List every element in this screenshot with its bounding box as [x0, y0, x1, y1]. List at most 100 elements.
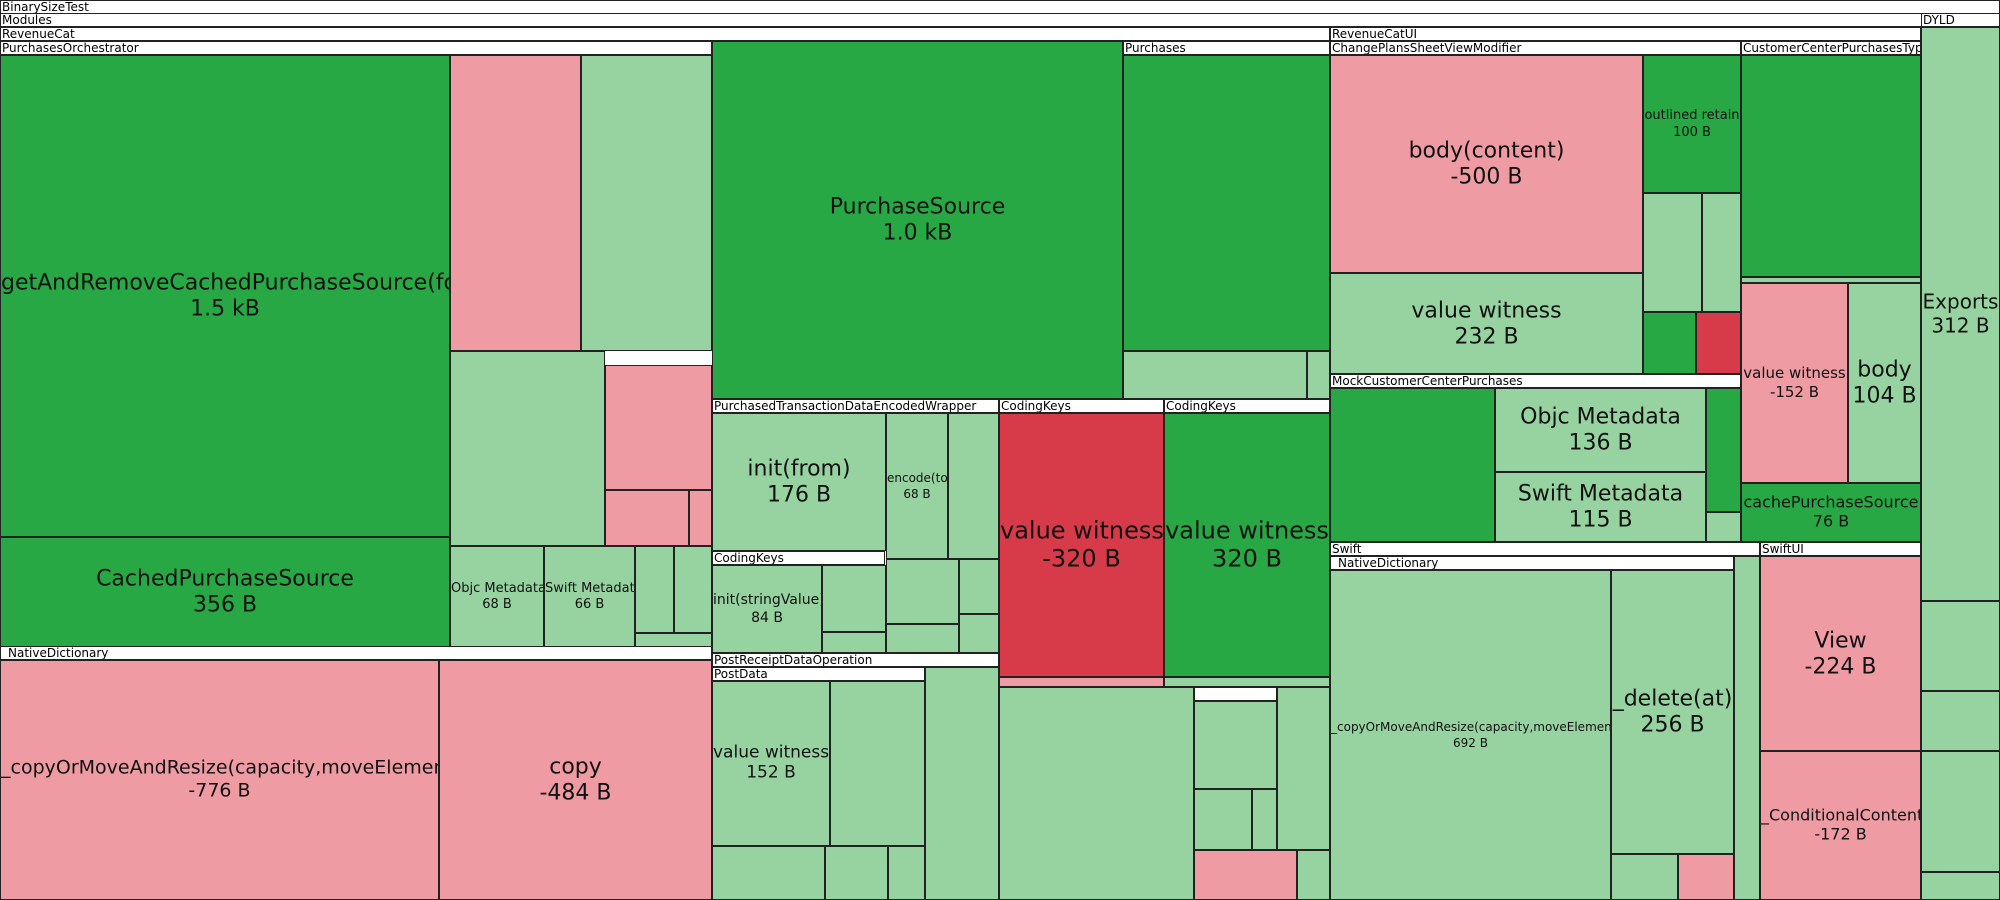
treemap-cell-exports[interactable]: Exports 312 B — [1921, 27, 2000, 601]
group-header-codingkeys-a[interactable]: CodingKeys — [999, 399, 1164, 413]
group-header-changeplans[interactable]: ChangePlansSheetViewModifier — [1330, 41, 1741, 55]
treemap-cell-pd-5[interactable] — [888, 846, 925, 900]
treemap-cell-nd-2[interactable] — [1678, 854, 1734, 900]
treemap-cell-dyld-1[interactable] — [1921, 601, 2000, 691]
treemap-cell-pd-3[interactable] — [712, 846, 825, 900]
treemap-cell-cp-3[interactable] — [1643, 312, 1696, 374]
treemap-cell-mid-4[interactable] — [1194, 789, 1252, 850]
treemap-cell-copyormove-rc[interactable]: _copyOrMoveAndResize(capacity,moveElemen… — [0, 660, 439, 900]
group-header-purchasesorchestrator[interactable]: PurchasesOrchestrator — [0, 41, 712, 55]
treemap-cell-dyld-2[interactable] — [1921, 691, 2000, 751]
treemap-cell-init-stringvalue[interactable]: init(stringValue) 84 B — [712, 565, 822, 653]
treemap-cell-mid-1[interactable] — [999, 687, 1194, 900]
treemap-cell-ck-c-2[interactable] — [822, 632, 886, 653]
treemap-cell-ptd-2[interactable] — [886, 559, 959, 624]
treemap-cell-ck-c-1[interactable] — [822, 565, 886, 632]
treemap-cell-po-8[interactable] — [674, 546, 712, 633]
treemap-cell-ptd-5[interactable] — [959, 614, 999, 653]
treemap-cell-mcc-2[interactable] — [1706, 388, 1741, 512]
treemap-cell-ccpt-1[interactable] — [1741, 55, 1921, 277]
treemap-cell-po-7[interactable] — [635, 546, 674, 633]
treemap-cell-pd-4[interactable] — [825, 846, 888, 900]
treemap-cell-vw-232[interactable]: value witness 232 B — [1330, 273, 1643, 374]
group-header-purchases[interactable]: Purchases — [1123, 41, 1330, 55]
treemap-cell-cp-4[interactable] — [1696, 312, 1741, 374]
treemap-cell-po-9[interactable] — [635, 633, 712, 647]
group-header-nativedict-ui[interactable]: _NativeDictionary — [1330, 556, 1734, 570]
treemap-cell-purchasesource[interactable]: PurchaseSource 1.0 kB — [712, 41, 1123, 399]
treemap-cell-cp-2[interactable] — [1702, 193, 1741, 312]
cell-name: value witness — [1165, 516, 1329, 545]
group-header-purchasedtransaction[interactable]: PurchasedTransactionDataEncodedWrapper — [712, 399, 999, 413]
treemap-cell-po-3[interactable] — [450, 351, 605, 546]
treemap-cell-vw-neg320[interactable]: value witness -320 B — [999, 413, 1164, 677]
group-header-customercenterpurchasestype[interactable]: CustomerCenterPurchasesType — [1741, 41, 1921, 55]
treemap-cell-ptd-1[interactable] — [948, 413, 999, 559]
treemap-cell-ccpt-2[interactable] — [1741, 277, 1921, 283]
group-header-postdata[interactable]: PostData — [712, 667, 925, 681]
treemap-cell-objc-metadata-mcc[interactable]: Objc Metadata 136 B — [1495, 388, 1706, 472]
treemap-cell-dyld-3[interactable] — [1921, 751, 2000, 872]
group-header-binarysizetest[interactable]: BinarySizeTest — [0, 0, 2000, 14]
treemap-cell-copyormove-ui[interactable]: _copyOrMoveAndResize(capacity,moveElemen… — [1330, 570, 1611, 900]
cell-name: Swift Metadata — [1517, 481, 1684, 507]
treemap-cell-cachedpurchasesource[interactable]: CachedPurchaseSource 356 B — [0, 537, 450, 647]
cell-label: copy -484 B — [440, 755, 711, 804]
treemap-cell-pd-1[interactable] — [830, 681, 925, 846]
group-header-revenuecat[interactable]: RevenueCat — [0, 27, 1330, 41]
treemap-cell-nd-1[interactable] — [1611, 854, 1678, 900]
treemap-cell-vw-152-pd[interactable]: value witness 152 B — [712, 681, 830, 846]
treemap-cell-mid-2[interactable] — [1194, 701, 1277, 789]
group-header-nativedict-rc[interactable]: _NativeDictionary — [0, 646, 712, 660]
treemap-cell-view[interactable]: View -224 B — [1760, 556, 1921, 751]
treemap-cell-mid-5[interactable] — [1252, 789, 1277, 850]
treemap-cell-po-6[interactable] — [689, 490, 712, 546]
group-header-postreceipt[interactable]: PostReceiptDataOperation — [712, 653, 999, 667]
treemap-cell-pd-2[interactable] — [925, 667, 999, 900]
treemap-cell-po-5[interactable] — [605, 490, 689, 546]
treemap-cell-outlined-retain[interactable]: outlined retain 100 B — [1643, 55, 1741, 193]
treemap-cell-delete-at[interactable]: _delete(at) 256 B — [1611, 570, 1734, 854]
treemap-cell-swift-metadata-mcc[interactable]: Swift Metadata 115 B — [1495, 472, 1706, 542]
treemap-cell-po-1[interactable] — [450, 55, 581, 351]
group-header-mockcustomercenter[interactable]: MockCustomerCenterPurchases — [1330, 374, 1741, 388]
group-header-swiftui[interactable]: SwiftUI — [1760, 542, 1921, 556]
group-header-swift[interactable]: Swift — [1330, 542, 1760, 556]
treemap-cell-vw-neg152[interactable]: value witness -152 B — [1741, 283, 1848, 483]
group-header-codingkeys-c[interactable]: CodingKeys — [712, 551, 885, 565]
treemap-cell-po-4[interactable] — [605, 365, 712, 490]
treemap-cell-purchases-3[interactable] — [1307, 351, 1330, 399]
treemap-cell-purchases-2[interactable] — [1123, 351, 1307, 399]
treemap-cell-body-104[interactable]: body 104 B — [1848, 283, 1921, 483]
cell-name: Objc Metadata — [1520, 404, 1681, 430]
treemap-cell-mid-6[interactable] — [1194, 850, 1297, 900]
treemap-cell-nd-3[interactable] — [1734, 556, 1760, 900]
treemap-cell-ptd-4[interactable] — [886, 624, 959, 653]
treemap-cell-init-from[interactable]: init(from) 176 B — [712, 413, 886, 551]
group-header-dyld[interactable]: DYLD — [1921, 13, 2000, 27]
treemap-cell-mcc-3[interactable] — [1706, 512, 1741, 542]
treemap-cell-po-2[interactable] — [581, 55, 712, 351]
treemap-cell-mid-7[interactable] — [1297, 850, 1330, 900]
treemap-cell-mid-3[interactable] — [1277, 687, 1330, 850]
treemap-cell-cachepurchasesource[interactable]: cachePurchaseSource 76 B — [1741, 483, 1921, 542]
treemap-cell-dyld-4[interactable] — [1921, 872, 2000, 900]
treemap-cell-getandremove[interactable]: getAndRemoveCachedPurchaseSource(for) 1.5… — [0, 55, 450, 537]
treemap-cell-swift-metadata-po[interactable]: Swift Metadata 66 B — [544, 546, 635, 647]
treemap-cell-encode-to[interactable]: encode(to) 68 B — [886, 413, 948, 559]
treemap-cell-ck-a-bottom[interactable] — [999, 677, 1164, 687]
treemap-cell-cp-1[interactable] — [1643, 193, 1702, 312]
treemap-cell-vw-320[interactable]: value witness 320 B — [1164, 413, 1330, 677]
treemap-cell-ptd-3[interactable] — [959, 559, 999, 614]
treemap-cell-mid-hdr[interactable] — [1194, 687, 1277, 701]
treemap-cell-copy[interactable]: copy -484 B — [439, 660, 712, 900]
treemap-cell-purchases-1[interactable] — [1123, 55, 1330, 351]
group-header-revenuecatui[interactable]: RevenueCatUI — [1330, 27, 1921, 41]
group-header-codingkeys-b[interactable]: CodingKeys — [1164, 399, 1330, 413]
group-header-modules[interactable]: Modules — [0, 13, 2000, 27]
treemap-cell-conditionalcontent[interactable]: _ConditionalContent -172 B — [1760, 751, 1921, 900]
treemap-cell-body-content[interactable]: body(content) -500 B — [1330, 55, 1643, 273]
treemap-cell-mcc-1[interactable] — [1330, 388, 1495, 542]
treemap-cell-ck-b-bottom[interactable] — [1164, 677, 1330, 687]
treemap-cell-objc-metadata-po[interactable]: Objc Metadata 68 B — [450, 546, 544, 647]
